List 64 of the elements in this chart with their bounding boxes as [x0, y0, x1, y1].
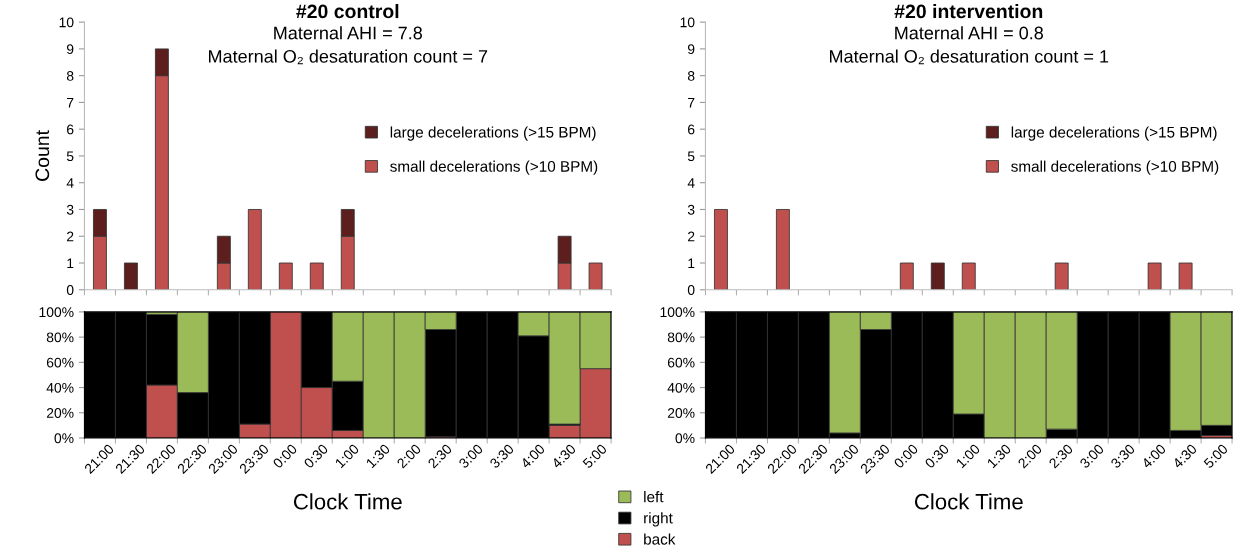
x-tick-label: 4:00	[519, 443, 546, 469]
y-tick-label: 6	[688, 124, 695, 135]
x-tick-label: 3:00	[458, 443, 484, 469]
y-tick-label: 0%	[54, 433, 74, 444]
y-tick-label: 80%	[667, 332, 695, 343]
y-tick-label: 40%	[667, 382, 695, 393]
y-tick-label: 40%	[46, 382, 74, 393]
y-tick-label: 9	[66, 44, 74, 55]
legend-label: small decelerations (>10 BPM)	[390, 160, 598, 175]
x-tick-label: 1:00	[955, 443, 981, 469]
x-axis-title: Clock Time	[293, 493, 402, 510]
y-tick-label: 2	[67, 231, 74, 242]
y-tick-label: 1	[67, 258, 74, 269]
y-tick-label: 100%	[39, 307, 74, 318]
x-tick-label: 1:00	[334, 443, 360, 469]
legend-label: right	[644, 512, 673, 527]
x-tick-label: 1:30	[986, 443, 1012, 469]
x-tick-label: 3:30	[1110, 443, 1136, 469]
y-tick-label: 1	[688, 258, 695, 269]
x-axis-title: Clock Time	[914, 493, 1023, 510]
y-tick-label: 7	[688, 97, 695, 108]
y-tick-label: 5	[66, 151, 74, 162]
text: Maternal AHI = 7.8 Maternal O₂ desaturation count = 7	[208, 26, 488, 65]
y-tick-label: 10	[59, 17, 74, 28]
y-tick-label: 60%	[667, 357, 695, 368]
x-tick-label: 0:30	[924, 443, 950, 469]
legend-label: large decelerations (>15 BPM)	[390, 126, 596, 141]
x-tick-label: 4:30	[1171, 443, 1198, 469]
x-tick-label: 4:00	[1140, 443, 1167, 469]
text: Maternal AHI = 0.8 Maternal O₂ desaturation count = 1	[829, 26, 1109, 65]
chart-title: #20 intervention	[894, 3, 1043, 19]
x-tick-label: 3:00	[1079, 443, 1105, 469]
y-tick-label: 100%	[660, 307, 695, 318]
legend-label: left	[644, 491, 664, 503]
legend-label: large decelerations (>15 BPM)	[1011, 126, 1217, 141]
y-tick-label: 0%	[675, 433, 695, 444]
y-tick-label: 8	[687, 70, 695, 81]
y-tick-label: 4	[66, 178, 74, 188]
legend-label: small decelerations (>10 BPM)	[1011, 160, 1219, 175]
y-tick-label: 4	[687, 178, 695, 188]
y-tick-label: 6	[67, 124, 74, 135]
x-tick-label: 0:30	[303, 443, 329, 469]
y-tick-label: 7	[67, 97, 74, 108]
x-tick-label: 4:30	[550, 443, 577, 469]
y-tick-label: 5	[687, 151, 695, 162]
y-axis-title: Count	[35, 130, 50, 181]
x-tick-label: 5:00	[582, 443, 608, 469]
y-tick-label: 60%	[46, 357, 74, 368]
y-tick-label: 9	[687, 44, 695, 55]
x-tick-label: 5:00	[1203, 443, 1229, 469]
y-tick-label: 80%	[46, 332, 74, 343]
y-tick-label: 3	[687, 204, 695, 215]
y-tick-label: 20%	[667, 408, 695, 418]
y-tick-label: 10	[680, 17, 695, 28]
y-tick-label: 0	[687, 285, 695, 295]
y-tick-label: 8	[66, 70, 74, 81]
y-tick-label: 20%	[46, 408, 74, 418]
y-tick-label: 3	[66, 204, 74, 215]
x-tick-label: 3:30	[489, 443, 515, 469]
chart-title: #20 control	[296, 3, 399, 19]
legend-label: back	[644, 533, 676, 545]
y-tick-label: 0	[66, 285, 74, 295]
y-tick-label: 2	[688, 231, 695, 242]
x-tick-label: 1:30	[365, 443, 391, 469]
